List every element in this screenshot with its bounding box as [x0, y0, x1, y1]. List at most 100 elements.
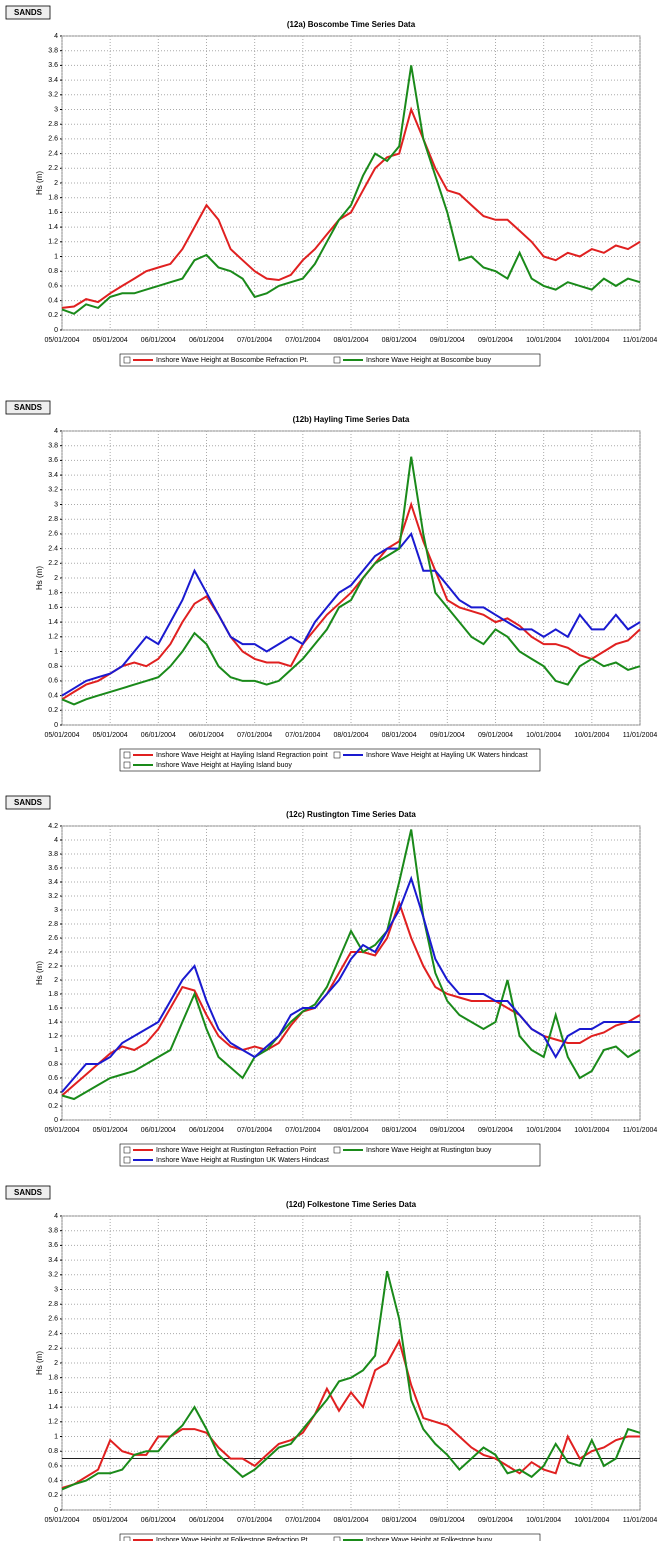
y-tick-label: 0.2: [48, 312, 58, 319]
y-tick-label: 0.4: [48, 1477, 58, 1484]
series-line: [61, 531, 641, 697]
y-axis-label: Hs (m): [35, 1351, 44, 1375]
y-tick-label: 0.4: [48, 297, 58, 304]
y-tick-label: 3.6: [48, 457, 58, 464]
series-line: [61, 829, 641, 1101]
legend-label: Inshore Wave Height at Hayling Island Re…: [156, 752, 328, 759]
x-tick-label: 09/01/2004: [478, 732, 513, 739]
series-line: [61, 106, 641, 309]
x-tick-label: 10/01/2004: [574, 1127, 609, 1134]
x-tick-label: 07/01/2004: [237, 337, 272, 344]
x-tick-label: 10/01/2004: [574, 1517, 609, 1524]
y-tick-label: 3: [54, 501, 58, 508]
y-tick-label: 2.8: [48, 921, 58, 928]
y-tick-label: 0.6: [48, 678, 58, 685]
y-tick-label: 3.4: [48, 879, 58, 886]
x-tick-label: 08/01/2004: [333, 732, 368, 739]
y-tick-label: 3.2: [48, 893, 58, 900]
chart-panel: SANDS (12a) Boscombe Time Series Data 0 0.2…: [5, 5, 658, 367]
y-tick-label: 4: [54, 33, 58, 40]
y-tick-label: 0.8: [48, 268, 58, 275]
y-tick-label: 2.6: [48, 935, 58, 942]
y-axis-label: Hs (m): [35, 566, 44, 590]
legend-label: Inshore Wave Height at Hayling Island bu…: [156, 762, 292, 769]
y-tick-label: 2.8: [48, 121, 58, 128]
x-tick-label: 10/01/2004: [526, 1127, 561, 1134]
y-tick-label: 0.8: [48, 1061, 58, 1068]
badge-box: [5, 5, 51, 20]
y-tick-label: 0.4: [48, 1089, 58, 1096]
y-tick-label: 2.4: [48, 150, 58, 157]
y-tick-label: 2: [54, 977, 58, 984]
y-tick-label: 3.8: [48, 443, 58, 450]
y-tick-label: 1: [54, 253, 58, 260]
x-tick-label: 06/01/2004: [189, 732, 224, 739]
legend-checkbox: [123, 751, 131, 759]
y-tick-label: 1.4: [48, 1019, 58, 1026]
y-tick-label: 0.4: [48, 692, 58, 699]
x-tick-label: 08/01/2004: [382, 732, 417, 739]
x-tick-label: 09/01/2004: [430, 337, 465, 344]
y-tick-label: 2.4: [48, 545, 58, 552]
legend-checkbox: [333, 356, 341, 364]
x-tick-label: 06/01/2004: [189, 1127, 224, 1134]
legend-label: Inshore Wave Height at Rustington buoy: [366, 1147, 492, 1154]
x-tick-label: 07/01/2004: [237, 1517, 272, 1524]
chart-title: (12b) Hayling Time Series Data: [293, 415, 410, 424]
x-tick-label: 05/01/2004: [44, 337, 79, 344]
y-tick-label: 2.2: [48, 1345, 58, 1352]
x-tick-label: 06/01/2004: [141, 337, 176, 344]
x-tick-label: 08/01/2004: [333, 1517, 368, 1524]
legend-checkbox: [333, 1536, 341, 1541]
y-tick-label: 4: [54, 1213, 58, 1220]
x-tick-label: 09/01/2004: [430, 1517, 465, 1524]
legend-label: Inshore Wave Height at Rustington Refrac…: [156, 1147, 316, 1154]
legend-checkbox: [123, 1536, 131, 1541]
x-tick-label: 10/01/2004: [574, 732, 609, 739]
legend-checkbox: [123, 1156, 131, 1164]
y-tick-label: 3.2: [48, 487, 58, 494]
legend-label: Inshore Wave Height at Boscombe buoy: [366, 357, 492, 364]
legend-checkbox: [123, 1146, 131, 1154]
y-tick-label: 2.8: [48, 1301, 58, 1308]
y-tick-label: 0: [54, 1117, 58, 1124]
x-tick-label: 09/01/2004: [430, 732, 465, 739]
x-tick-label: 08/01/2004: [382, 337, 417, 344]
y-tick-label: 1.6: [48, 1005, 58, 1012]
badge-box: [5, 1185, 51, 1200]
y-tick-label: 1.6: [48, 1389, 58, 1396]
x-tick-label: 05/01/2004: [93, 337, 128, 344]
y-tick-label: 3.4: [48, 1257, 58, 1264]
series-line: [61, 65, 641, 315]
x-tick-label: 07/01/2004: [237, 732, 272, 739]
y-tick-label: 3.4: [48, 77, 58, 84]
y-tick-label: 1.4: [48, 224, 58, 231]
y-tick-label: 1.6: [48, 604, 58, 611]
chart-title: (12c) Rustington Time Series Data: [286, 810, 416, 819]
x-tick-label: 09/01/2004: [430, 1127, 465, 1134]
y-tick-label: 1.2: [48, 634, 58, 641]
legend-checkbox: [333, 751, 341, 759]
y-tick-label: 0.2: [48, 1103, 58, 1110]
y-tick-label: 4: [54, 837, 58, 844]
series-line: [61, 1270, 641, 1491]
x-tick-label: 07/01/2004: [285, 1517, 320, 1524]
y-tick-label: 2.6: [48, 136, 58, 143]
x-tick-label: 11/01/2004: [623, 337, 658, 344]
series-line: [61, 456, 641, 706]
legend-label: Inshore Wave Height at Boscombe Refracti…: [156, 357, 308, 364]
y-tick-label: 3.2: [48, 1272, 58, 1279]
x-tick-label: 09/01/2004: [478, 1517, 513, 1524]
y-tick-label: 1.8: [48, 1375, 58, 1382]
y-tick-label: 2.2: [48, 165, 58, 172]
badge: SANDS: [14, 1188, 43, 1197]
y-tick-label: 1.2: [48, 239, 58, 246]
badge: SANDS: [14, 798, 43, 807]
y-tick-label: 0.2: [48, 707, 58, 714]
y-tick-label: 3.8: [48, 851, 58, 858]
y-tick-label: 3.4: [48, 472, 58, 479]
legend-label: Inshore Wave Height at Folkestone buoy: [366, 1537, 493, 1541]
x-tick-label: 10/01/2004: [526, 337, 561, 344]
y-tick-label: 1.4: [48, 1404, 58, 1411]
